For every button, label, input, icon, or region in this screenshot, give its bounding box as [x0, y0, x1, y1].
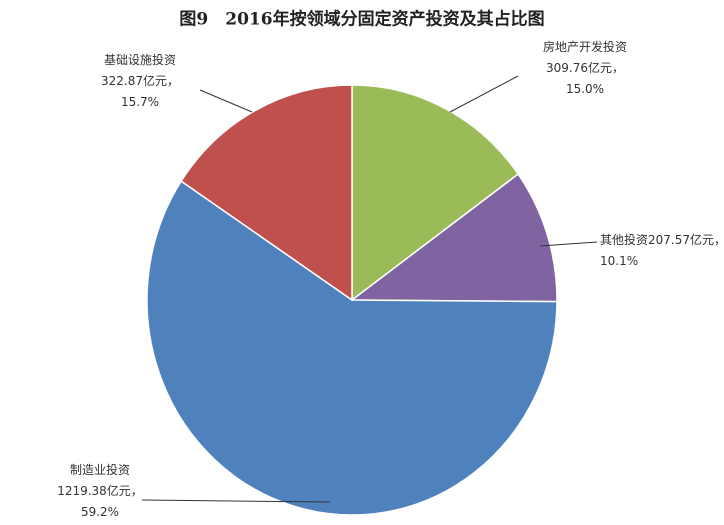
leader-line	[539, 241, 598, 247]
leader-line	[199, 89, 253, 113]
pie-slice	[146, 180, 558, 516]
data-label: 其他投资207.57亿元，	[600, 232, 724, 247]
pie-slice	[351, 84, 520, 302]
data-label: 10.1%	[600, 254, 638, 268]
chart-title: 图9 2016年按领域分固定资产投资及其占比图	[179, 9, 544, 30]
data-label: 15.7%	[121, 95, 159, 109]
data-label: 322.87亿元，	[101, 73, 179, 88]
pie-slice	[180, 84, 353, 302]
data-label-part: 309.76亿元，	[546, 60, 624, 75]
data-label: 15.0%	[566, 82, 604, 96]
data-label-part: 基础设施投资	[104, 52, 176, 67]
data-label-part: 房地产开发投资	[543, 39, 627, 54]
data-label-part: 15.0%	[566, 82, 604, 96]
data-label-part: 322.87亿元，	[101, 73, 179, 88]
data-label-part: 59.2%	[81, 505, 119, 519]
data-label-part: 制造业投资	[70, 462, 130, 477]
data-label: 1219.38亿元，	[57, 483, 143, 498]
data-label: 基础设施投资	[104, 52, 176, 67]
data-label-part: 15.7%	[121, 95, 159, 109]
data-label: 房地产开发投资	[543, 39, 627, 54]
data-label: 309.76亿元，	[546, 60, 624, 75]
leader-line	[449, 75, 519, 113]
data-label-part: 其他投资	[600, 232, 648, 247]
leader-line	[141, 499, 331, 503]
data-label-part: 207.57亿元，	[648, 232, 724, 247]
data-label: 制造业投资	[70, 462, 130, 477]
data-label-part: 10.1%	[600, 254, 638, 268]
data-label: 59.2%	[81, 505, 119, 519]
pie-slice	[349, 172, 558, 303]
data-label-part: 1219.38亿元，	[57, 483, 143, 498]
